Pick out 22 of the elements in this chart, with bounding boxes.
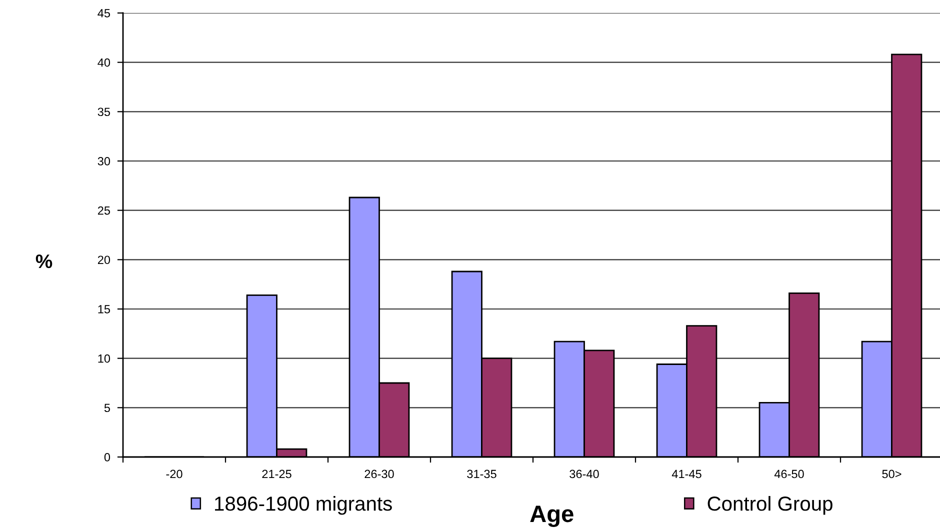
- x-tick-label: 50>: [882, 470, 902, 478]
- y-axis-title: %: [36, 254, 52, 268]
- y-tick-label: 25: [98, 206, 110, 215]
- y-tick-label: 40: [98, 58, 110, 67]
- y-tick-label: 10: [98, 354, 110, 363]
- y-tick-label: 45: [98, 9, 110, 18]
- y-tick-label: 5: [104, 404, 110, 412]
- x-tick-label: 46-50: [774, 470, 804, 478]
- x-tick-label: 21-25: [262, 470, 292, 478]
- y-tick-label: 20: [98, 256, 110, 264]
- x-tick-label: 36-40: [570, 470, 599, 478]
- y-tick-label: 0: [104, 453, 110, 462]
- x-tick-label: -20: [166, 470, 182, 478]
- x-tick-label: 31-35: [467, 470, 496, 478]
- legend-label: 1896-1900 migrants: [215, 496, 392, 515]
- x-axis-title: Age: [530, 506, 574, 527]
- x-tick-label: 41-45: [672, 470, 702, 478]
- x-tick-label: 26-30: [364, 470, 394, 478]
- y-tick-label: 35: [98, 108, 110, 116]
- y-tick-label: 30: [98, 157, 110, 166]
- legend-label: Control Group: [708, 496, 832, 515]
- y-tick-label: 15: [98, 305, 110, 314]
